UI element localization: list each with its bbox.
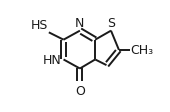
Text: HN: HN (43, 53, 62, 66)
Text: O: O (75, 84, 85, 97)
Text: S: S (108, 16, 116, 29)
Text: CH₃: CH₃ (131, 44, 154, 57)
Text: HS: HS (31, 19, 48, 32)
Text: N: N (75, 16, 85, 29)
